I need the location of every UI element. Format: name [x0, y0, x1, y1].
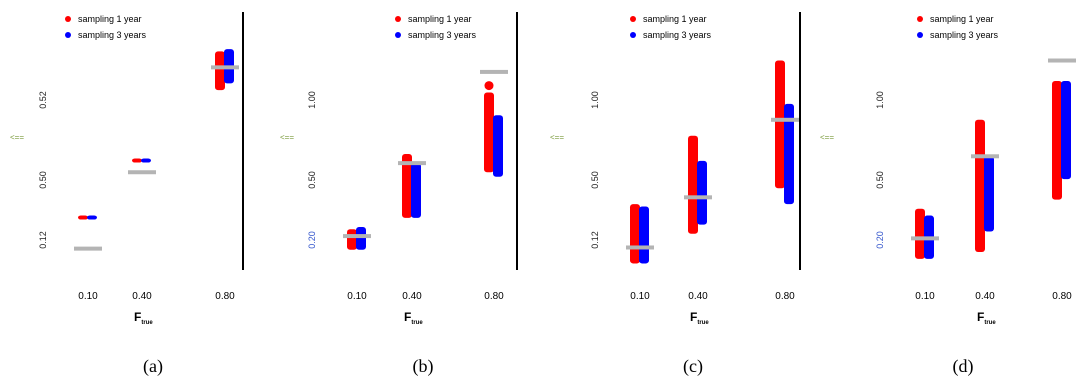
panel-caption: (b) — [413, 356, 434, 377]
legend-marker-three-years — [630, 32, 636, 38]
true-value-marker — [1048, 58, 1076, 63]
points-one-year-0.80 — [1052, 81, 1062, 200]
x-axis-label: Ftrue — [134, 310, 153, 326]
points-one-year-0.10 — [630, 204, 640, 264]
points-three-years-0.10 — [356, 226, 366, 250]
panel-b: <== 0.20 0.50 1.00 sampling 1 year sampling 3… — [280, 12, 518, 377]
true-value-marker — [684, 195, 712, 200]
x-tick-label: 0.10 — [915, 291, 935, 302]
true-value-marker — [211, 65, 239, 70]
legend-label: sampling 1 year — [930, 14, 994, 24]
true-value-marker — [971, 154, 999, 159]
left-marker: <== — [550, 133, 564, 142]
x-tick-label: 0.80 — [1052, 291, 1072, 302]
true-value-marker — [480, 69, 508, 74]
legend-marker-one-year — [395, 16, 401, 22]
x-tick-label: 0.40 — [132, 291, 152, 302]
points-three-years-0.80 — [1061, 81, 1071, 180]
panel-caption: (d) — [953, 356, 974, 377]
points-one-year-0.10 — [347, 229, 357, 250]
y-tick-label: 0.50 — [307, 171, 317, 189]
y-tick-label: 0.12 — [590, 231, 600, 249]
points-one-year-0.40 — [688, 135, 698, 234]
true-value-marker — [911, 236, 939, 241]
y-tick-label: 0.50 — [875, 171, 885, 189]
points-one-year-0.10 — [78, 215, 88, 220]
legend-marker-three-years — [65, 32, 71, 38]
left-marker: <== — [280, 133, 294, 142]
points-one-year-0.40 — [402, 154, 412, 218]
y-tick-label: 0.20 — [875, 231, 885, 249]
left-marker: <== — [820, 133, 834, 142]
points-three-years-0.40 — [411, 163, 421, 218]
y-tick-label: 0.20 — [307, 231, 317, 249]
panel-d: <== 0.20 0.50 1.00 sampling 1 year sampling 3… — [820, 14, 1076, 377]
points-one-year-0.80 — [484, 92, 494, 173]
legend-label: sampling 1 year — [78, 14, 142, 24]
x-tick-label: 0.40 — [402, 291, 422, 302]
points-three-years-0.80 — [784, 103, 794, 205]
y-tick-label: 1.00 — [875, 91, 885, 109]
points-three-years-0.10 — [639, 206, 649, 264]
legend-marker-three-years — [917, 32, 923, 38]
x-tick-label: 0.80 — [775, 291, 795, 302]
left-marker: <== — [10, 133, 24, 142]
true-value-marker — [771, 117, 799, 122]
y-tick-label: 1.00 — [307, 91, 317, 109]
x-tick-label: 0.80 — [484, 291, 504, 302]
points-three-years-0.80 — [493, 115, 503, 177]
legend-label: sampling 3 years — [408, 30, 477, 40]
true-value-marker — [398, 161, 426, 166]
x-axis-label: Ftrue — [977, 310, 996, 326]
y-tick-label: 0.50 — [590, 171, 600, 189]
x-tick-label: 0.40 — [975, 291, 995, 302]
points-one-year-0.80 — [775, 60, 785, 189]
legend-marker-one-year — [65, 16, 71, 22]
points-one-year-0.40 — [132, 158, 142, 163]
y-tick-label: 0.12 — [38, 231, 48, 249]
legend-label: sampling 3 years — [78, 30, 147, 40]
panel-a: <== 0.12 0.50 0.52 sampling 1 year sampling 3… — [10, 12, 244, 377]
y-tick-label: 0.52 — [38, 91, 48, 109]
x-tick-label: 0.10 — [347, 291, 367, 302]
x-tick-label: 0.10 — [630, 291, 650, 302]
x-axis-label: Ftrue — [404, 310, 423, 326]
x-axis-label: Ftrue — [690, 310, 709, 326]
points-one-year-0.40 — [975, 119, 985, 253]
legend-label: sampling 3 years — [930, 30, 999, 40]
legend-marker-one-year — [630, 16, 636, 22]
legend-label: sampling 3 years — [643, 30, 712, 40]
panel-caption: (a) — [143, 356, 163, 377]
legend-label: sampling 1 year — [408, 14, 472, 24]
y-tick-label: 1.00 — [590, 91, 600, 109]
points-one-year-0.80 — [215, 51, 225, 91]
panel-c: <== 0.12 0.50 1.00 sampling 1 year sampling 3… — [550, 12, 801, 377]
panel-caption: (c) — [683, 356, 703, 377]
true-value-marker — [343, 234, 371, 239]
outlier-point — [484, 81, 494, 91]
legend-label: sampling 1 year — [643, 14, 707, 24]
true-value-marker — [74, 246, 102, 251]
x-tick-label: 0.10 — [78, 291, 98, 302]
y-tick-label: 0.50 — [38, 171, 48, 189]
legend-marker-three-years — [395, 32, 401, 38]
points-three-years-0.40 — [697, 160, 707, 225]
true-value-marker — [128, 170, 156, 175]
x-tick-label: 0.80 — [215, 291, 235, 302]
points-three-years-0.40 — [984, 156, 994, 232]
points-one-year-0.10 — [915, 208, 925, 259]
true-value-marker — [626, 245, 654, 250]
points-three-years-0.10 — [87, 215, 97, 220]
points-three-years-0.40 — [141, 158, 151, 163]
x-tick-label: 0.40 — [688, 291, 708, 302]
legend-marker-one-year — [917, 16, 923, 22]
